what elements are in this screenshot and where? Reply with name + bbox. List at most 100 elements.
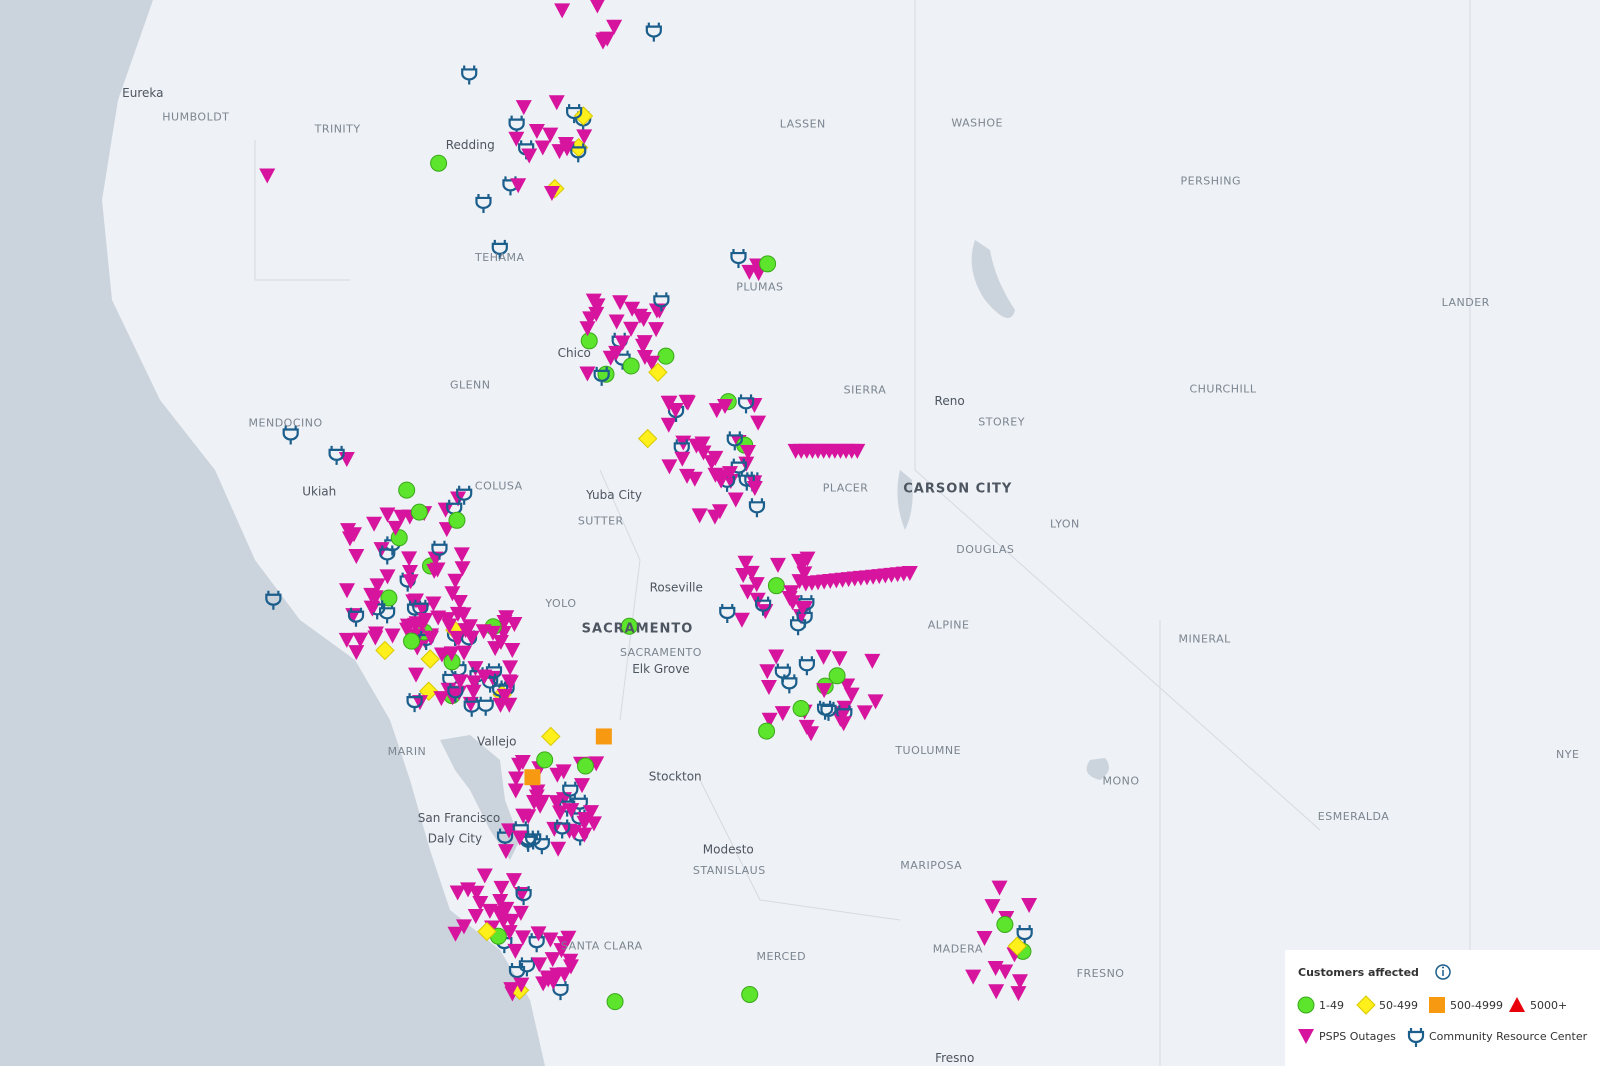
outage-small[interactable] [576,757,594,775]
psps-outage[interactable] [467,661,484,677]
psps-outage[interactable] [466,675,483,691]
psps-outage[interactable] [401,565,418,581]
resource-center[interactable] [456,485,473,505]
outage-medium[interactable] [1007,936,1027,956]
resource-center[interactable] [442,670,459,690]
resource-center[interactable] [571,794,588,814]
psps-outage[interactable] [521,148,538,164]
resource-center[interactable] [446,499,463,519]
outage-small[interactable] [996,915,1014,933]
psps-outage[interactable] [711,504,728,520]
psps-outage[interactable] [502,675,519,691]
resource-center[interactable] [744,472,761,492]
psps-outage[interactable] [554,3,571,19]
psps-outage[interactable] [576,827,593,843]
psps-outage[interactable] [507,943,524,959]
outage-medium[interactable] [648,362,668,383]
resource-center[interactable] [738,471,755,491]
psps-outage[interactable] [505,873,522,889]
resource-center[interactable] [566,104,583,124]
outage-large[interactable] [595,728,612,745]
resource-center[interactable] [593,366,610,386]
outage-small[interactable] [430,154,448,172]
psps-outage[interactable] [452,674,469,690]
psps-outage[interactable] [661,395,678,411]
resource-center[interactable] [475,193,492,213]
resource-center[interactable] [265,590,282,610]
psps-outage[interactable] [514,930,531,946]
outage-small[interactable] [410,503,428,521]
psps-outage[interactable] [691,508,708,524]
resource-center[interactable] [796,608,813,628]
psps-outage[interactable] [965,969,982,985]
psps-outage[interactable] [563,803,580,819]
psps-outage[interactable] [481,903,498,919]
psps-outage[interactable] [465,684,482,700]
psps-outage[interactable] [533,794,550,810]
psps-outage[interactable] [746,480,763,496]
psps-outage[interactable] [839,678,856,694]
psps-outage[interactable] [794,600,811,616]
psps-outage[interactable] [399,618,416,634]
outage-medium[interactable] [637,428,658,449]
psps-outage[interactable] [548,795,565,811]
psps-outage[interactable] [456,645,473,661]
psps-outage[interactable] [531,957,548,973]
psps-outage[interactable] [595,32,612,48]
outage-small[interactable] [606,993,624,1011]
psps-outage[interactable] [550,841,567,857]
resource-center[interactable] [412,599,429,619]
psps-outage[interactable] [543,185,560,201]
psps-outage[interactable] [433,691,450,707]
psps-outage[interactable] [437,502,454,518]
resource-center[interactable] [512,821,529,841]
psps-outage[interactable] [727,492,744,508]
psps-outage[interactable] [576,815,593,831]
psps-outage[interactable] [816,683,833,699]
resource-center[interactable] [508,115,525,135]
resource-center[interactable] [469,667,486,687]
psps-outage[interactable] [457,623,474,639]
psps-outage[interactable] [352,632,369,648]
psps-outage[interactable] [408,616,425,632]
psps-outage[interactable] [589,0,605,14]
outage-medium[interactable] [573,106,594,126]
resource-center[interactable] [730,249,747,269]
psps-outage[interactable] [379,569,396,585]
psps-outage[interactable] [402,574,419,590]
resource-center[interactable] [645,22,662,42]
psps-outage[interactable] [740,444,757,460]
psps-outage[interactable] [768,649,785,665]
resource-center[interactable] [554,819,571,839]
outage-medium[interactable] [420,649,440,669]
psps-outage[interactable] [447,926,464,942]
psps-outage[interactable] [367,626,384,642]
psps-outage[interactable] [444,586,461,602]
psps-outage[interactable] [624,301,641,317]
psps-outage[interactable] [746,398,763,414]
psps-outage[interactable] [721,466,738,482]
info-icon[interactable] [1435,964,1451,980]
psps-outage[interactable] [574,778,591,794]
psps-outage[interactable] [511,830,528,846]
psps-outage[interactable] [759,664,776,680]
psps-outage[interactable] [739,584,756,600]
psps-outage[interactable] [984,899,1001,915]
psps-outage[interactable] [453,547,470,563]
psps-outage[interactable] [338,583,355,599]
outage-small[interactable] [622,357,640,375]
resource-center[interactable] [673,439,690,459]
resource-center[interactable] [748,498,766,518]
psps-outage[interactable] [384,628,401,644]
psps-outage[interactable] [502,660,519,676]
psps-outage[interactable] [367,590,384,606]
psps-outage[interactable] [425,596,442,612]
psps-outage[interactable] [748,577,765,593]
resource-center[interactable] [485,663,503,683]
resource-center[interactable] [477,696,494,716]
psps-outage[interactable] [856,705,873,721]
resource-center[interactable] [570,143,587,163]
psps-outage[interactable] [716,399,733,415]
psps-outage[interactable] [976,931,993,947]
psps-outage[interactable] [393,509,410,525]
